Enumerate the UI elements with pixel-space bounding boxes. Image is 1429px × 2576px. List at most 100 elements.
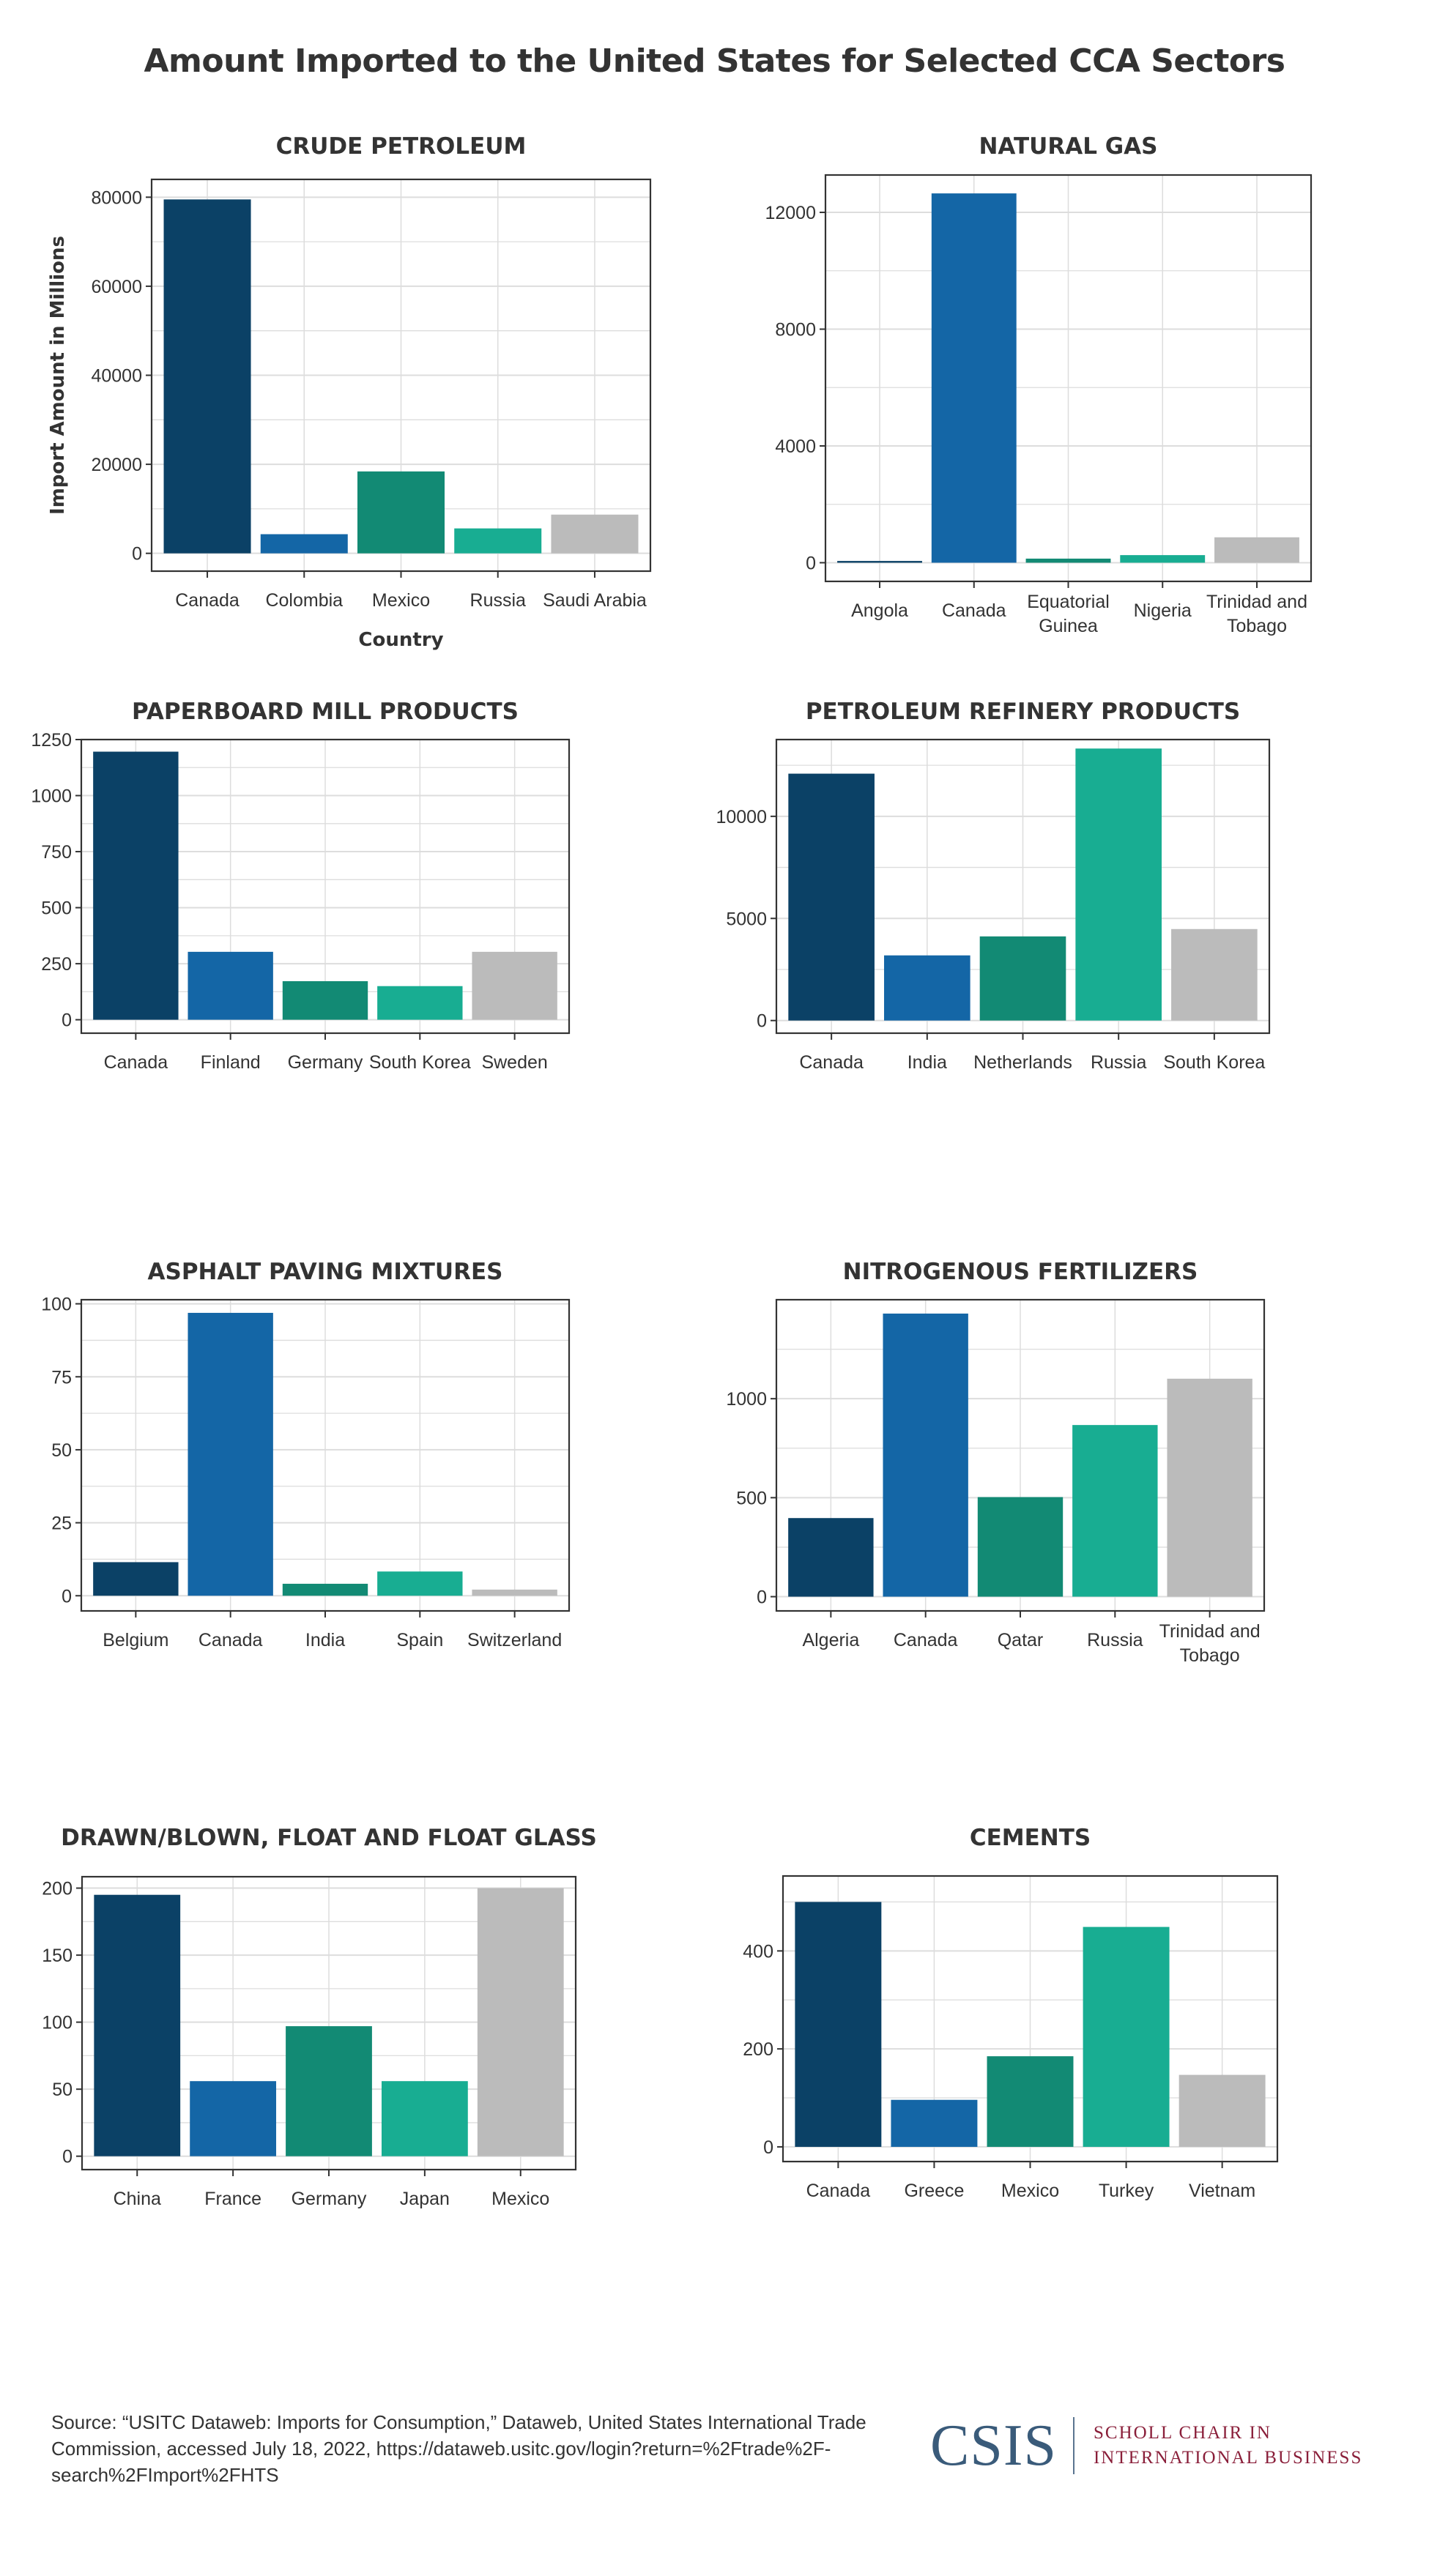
y-tick-label: 0 bbox=[806, 553, 816, 573]
x-tick-label: Algeria bbox=[802, 1630, 859, 1650]
bar-belgium bbox=[93, 1562, 179, 1596]
x-tick-label: Canada bbox=[942, 600, 1006, 621]
x-tick-label: France bbox=[204, 2189, 261, 2209]
x-tick-label: Mexico bbox=[491, 2189, 549, 2209]
y-tick-label: 1000 bbox=[726, 1389, 767, 1410]
panel-title: ASPHALT PAVING MIXTURES bbox=[148, 1259, 503, 1285]
chart-nitrogenous-fertilizers: NITROGENOUS FERTILIZERS 0 500 1000 Algeria Ca… bbox=[726, 1259, 1266, 1666]
y-tick-label: 200 bbox=[42, 1879, 73, 1899]
x-tick-label: Spain bbox=[396, 1630, 443, 1650]
logo-csis-text: CSIS bbox=[930, 2413, 1057, 2478]
x-tick-label: Germany bbox=[288, 1052, 363, 1073]
y-tick-label: 200 bbox=[743, 2039, 773, 2060]
x-axis-title: Country bbox=[358, 629, 443, 651]
x-tick-label: Netherlands bbox=[973, 1052, 1072, 1073]
x-tick-label: China bbox=[114, 2189, 161, 2209]
y-tick-label: 40000 bbox=[91, 366, 142, 387]
logo-divider bbox=[1072, 2417, 1074, 2474]
x-tick-label: Belgium bbox=[103, 1630, 168, 1650]
x-tick-label: Canada bbox=[198, 1630, 263, 1650]
x-tick-label: Russia bbox=[1091, 1052, 1147, 1073]
y-tick-label: 5000 bbox=[726, 909, 767, 929]
x-tick-label: Mexico bbox=[1001, 2181, 1059, 2201]
chart-natural-gas: NATURAL GAS 0 4000 8000 12000 Angola Canada Equ… bbox=[765, 133, 1313, 636]
y-tick-label: 0 bbox=[62, 1010, 72, 1031]
chart-petroleum-refinery-products: PETROLEUM REFINERY PRODUCTS 0 5000 10000 Can… bbox=[716, 699, 1271, 1073]
bar-algeria bbox=[788, 1518, 874, 1597]
y-tick-label: 12000 bbox=[765, 203, 816, 223]
bar-canada bbox=[163, 199, 251, 554]
x-tick-label: Finland bbox=[201, 1052, 261, 1073]
y-tick-label: 500 bbox=[41, 898, 72, 919]
y-axis-title: Import Amount in Millions bbox=[47, 236, 69, 515]
bar-finland bbox=[188, 951, 273, 1020]
bar-colombia bbox=[260, 534, 348, 554]
bar-mexico bbox=[477, 1888, 564, 2156]
x-tick-label: Canada bbox=[799, 1052, 864, 1073]
y-tick-label: 100 bbox=[41, 1295, 72, 1315]
chart-paperboard-mill-products: PAPERBOARD MILL PRODUCTS 0 250 500 750 1000 12… bbox=[31, 699, 571, 1073]
y-tick-label: 0 bbox=[763, 2137, 773, 2158]
bar-canada bbox=[93, 751, 179, 1020]
bar-france bbox=[190, 2081, 277, 2156]
y-tick-label: 50 bbox=[51, 1440, 72, 1461]
bar-trinidad-and-tobago bbox=[1214, 537, 1299, 563]
x-tick-label: Japan bbox=[400, 2189, 450, 2209]
y-tick-label: 0 bbox=[132, 544, 142, 565]
y-tick-label: 0 bbox=[757, 1587, 767, 1608]
x-tick-label: Mexico bbox=[372, 590, 430, 611]
bar-canada bbox=[188, 1312, 273, 1596]
bar-canada bbox=[883, 1313, 968, 1597]
y-tick-label: 75 bbox=[51, 1367, 72, 1388]
bar-mexico bbox=[357, 471, 445, 554]
bar-china bbox=[94, 1894, 181, 2156]
x-tick-label: Tobago bbox=[1227, 616, 1287, 636]
bar-greece bbox=[891, 2099, 978, 2147]
y-tick-label: 20000 bbox=[91, 455, 142, 475]
x-tick-label: Vietnam bbox=[1189, 2181, 1255, 2201]
csis-logo: CSIS SCHOLL CHAIR IN INTERNATIONAL BUSIN… bbox=[930, 2409, 1362, 2482]
x-tick-label: Equatorial bbox=[1027, 592, 1110, 612]
logo-line-2: INTERNATIONAL BUSINESS bbox=[1093, 2448, 1363, 2468]
y-tick-label: 1250 bbox=[31, 730, 72, 751]
chart-crude-petroleum: CRUDE PETROLEUM 0 20000 40000 60000 80000 Cana… bbox=[47, 133, 652, 651]
bar-germany bbox=[286, 2026, 372, 2156]
y-tick-label: 10000 bbox=[716, 807, 767, 827]
y-tick-label: 400 bbox=[743, 1941, 773, 1962]
source-note: Source: “USITC Dataweb: Imports for Cons… bbox=[51, 2411, 866, 2486]
chart-cements: CEMENTS 0 200 400 Canada Greece Mexico Turkey Vi… bbox=[743, 1825, 1279, 2201]
panel-title: CEMENTS bbox=[970, 1825, 1091, 1851]
x-tick-label: South Korea bbox=[369, 1052, 471, 1073]
bar-russia bbox=[1072, 1425, 1158, 1597]
y-tick-label: 1000 bbox=[31, 786, 72, 807]
chart-asphalt-paving-mixtures: ASPHALT PAVING MIXTURES 0 25 50 75 100 Belgium… bbox=[41, 1259, 571, 1650]
bar-south-korea bbox=[377, 986, 463, 1020]
logo-line-1: SCHOLL CHAIR IN bbox=[1093, 2423, 1272, 2443]
x-tick-label: Qatar bbox=[998, 1630, 1044, 1650]
y-tick-label: 150 bbox=[42, 1946, 73, 1966]
y-tick-label: 250 bbox=[41, 954, 72, 975]
bar-canada bbox=[788, 773, 875, 1021]
panel-title: DRAWN/BLOWN, FLOAT AND FLOAT GLASS bbox=[61, 1825, 597, 1851]
panel-title: PETROLEUM REFINERY PRODUCTS bbox=[806, 699, 1240, 725]
x-tick-label: India bbox=[907, 1052, 947, 1073]
bar-russia bbox=[1075, 748, 1162, 1021]
bar-canada bbox=[795, 1902, 882, 2147]
bar-turkey bbox=[1083, 1927, 1170, 2147]
x-tick-label: Guinea bbox=[1039, 616, 1098, 636]
x-tick-label: Greece bbox=[904, 2181, 964, 2201]
bar-equatorial-guinea bbox=[1025, 558, 1111, 563]
bar-netherlands bbox=[979, 936, 1066, 1021]
bar-mexico bbox=[987, 2056, 1074, 2147]
x-tick-label: Canada bbox=[175, 590, 240, 611]
y-tick-label: 0 bbox=[62, 2147, 73, 2167]
bar-india bbox=[884, 955, 970, 1021]
x-tick-label: Turkey bbox=[1099, 2181, 1154, 2201]
y-tick-label: 50 bbox=[52, 2080, 73, 2100]
x-tick-label: Russia bbox=[1087, 1630, 1143, 1650]
x-tick-label: Sweden bbox=[481, 1052, 547, 1073]
x-tick-label: Germany bbox=[292, 2189, 367, 2209]
x-tick-label: Angola bbox=[851, 600, 908, 621]
bar-vietnam bbox=[1179, 2074, 1266, 2147]
bar-switzerland bbox=[472, 1589, 557, 1596]
